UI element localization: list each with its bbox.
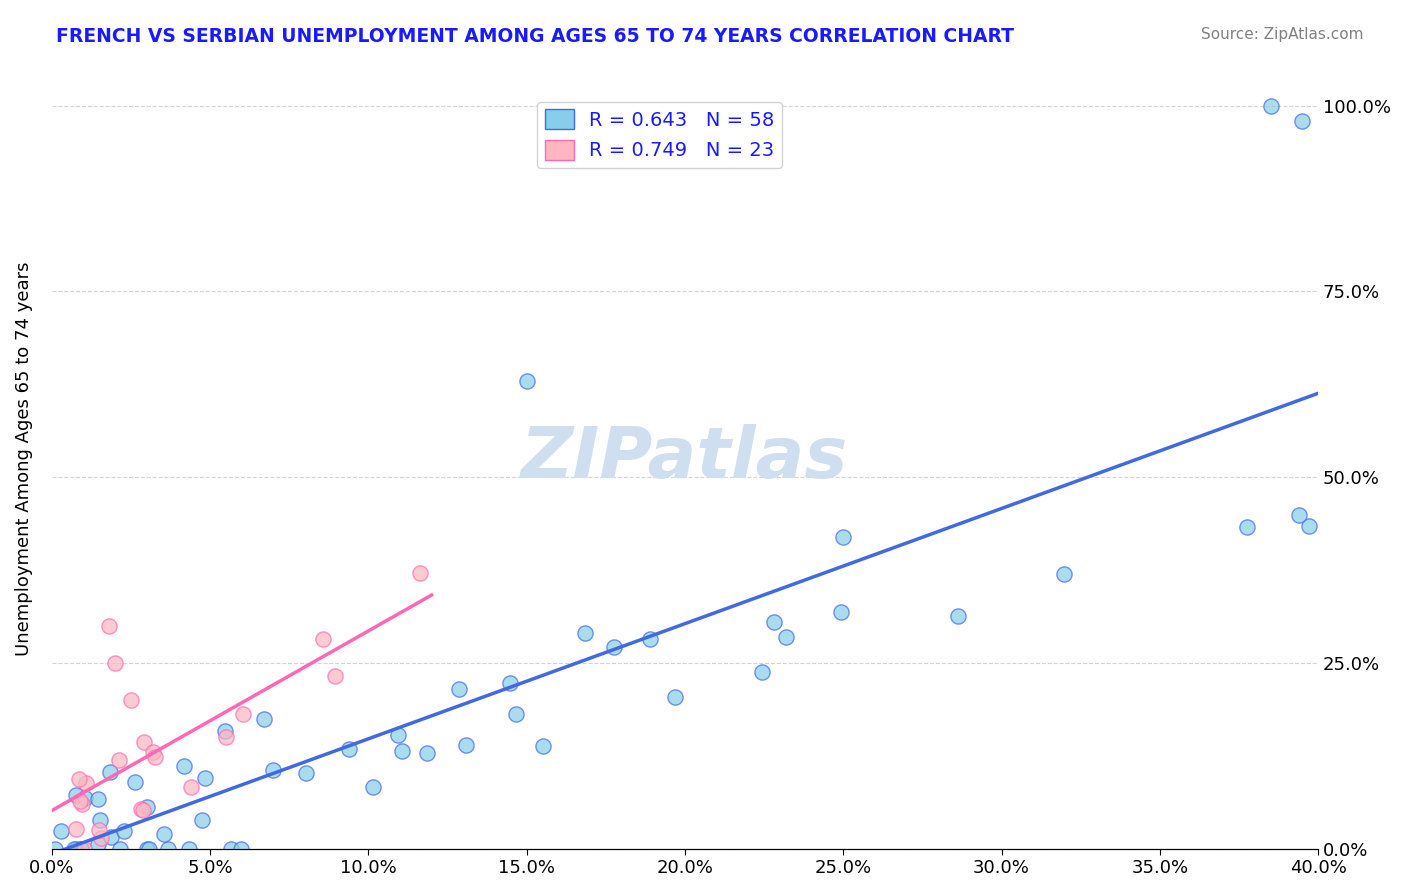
Point: [87, 837, 110, 851]
Point: [135, 800, 157, 814]
Y-axis label: Unemployment Among Ages 65 to 74 years: Unemployment Among Ages 65 to 74 years: [15, 261, 32, 656]
Point: [98, 764, 121, 779]
Point: [87, 792, 110, 806]
Point: [664, 690, 686, 704]
Point: [1236, 519, 1258, 533]
Point: [1291, 113, 1313, 128]
Point: [90, 830, 112, 845]
Point: [638, 632, 661, 647]
Point: [49, 823, 72, 838]
Point: [325, 669, 347, 683]
Point: [832, 530, 855, 544]
Point: [173, 758, 195, 772]
Point: [253, 712, 276, 726]
Point: [391, 744, 413, 758]
Point: [142, 745, 165, 759]
Point: [505, 706, 527, 721]
Point: [153, 827, 176, 841]
Point: [89, 814, 111, 828]
Point: [65, 841, 87, 855]
Point: [120, 693, 142, 707]
Point: [75, 790, 97, 805]
Point: [87, 822, 110, 837]
Point: [1288, 508, 1310, 522]
Point: [63, 841, 86, 855]
Point: [339, 742, 361, 756]
Point: [100, 830, 122, 844]
Point: [948, 608, 970, 623]
Point: [132, 804, 155, 818]
Point: [194, 771, 217, 785]
Point: [214, 724, 236, 739]
Point: [69, 841, 91, 855]
Point: [156, 841, 179, 855]
Point: [312, 632, 335, 646]
Point: [454, 739, 477, 753]
Point: [229, 841, 252, 855]
Point: [138, 841, 160, 855]
Point: [131, 801, 153, 815]
Point: [75, 775, 97, 789]
Point: [387, 728, 409, 742]
Point: [775, 631, 797, 645]
Point: [215, 730, 238, 744]
Point: [574, 625, 596, 640]
Text: ZIPatlas: ZIPatlas: [522, 424, 849, 493]
Point: [67, 772, 90, 786]
Point: [1052, 567, 1074, 582]
Point: [1298, 519, 1320, 533]
Point: [107, 754, 129, 768]
Point: [65, 788, 87, 802]
Point: [69, 841, 91, 855]
Point: [603, 640, 626, 654]
Point: [135, 841, 157, 855]
Point: [72, 797, 94, 811]
Point: [262, 763, 284, 777]
Point: [1260, 98, 1282, 112]
Point: [177, 841, 200, 855]
Point: [830, 605, 852, 619]
Point: [191, 813, 214, 827]
Point: [762, 615, 785, 630]
Point: [65, 822, 87, 837]
Point: [69, 794, 91, 808]
Text: FRENCH VS SERBIAN UNEMPLOYMENT AMONG AGES 65 TO 74 YEARS CORRELATION CHART: FRENCH VS SERBIAN UNEMPLOYMENT AMONG AGE…: [56, 27, 1014, 45]
Point: [104, 656, 127, 670]
Point: [409, 566, 432, 581]
Point: [132, 735, 155, 749]
Point: [112, 824, 135, 838]
Point: [44, 841, 66, 855]
Point: [447, 682, 470, 697]
Point: [73, 841, 96, 855]
Text: Source: ZipAtlas.com: Source: ZipAtlas.com: [1201, 27, 1364, 42]
Point: [361, 780, 384, 794]
Point: [499, 675, 522, 690]
Point: [143, 749, 166, 764]
Point: [180, 780, 202, 794]
Point: [531, 739, 554, 754]
Point: [751, 665, 773, 679]
Point: [232, 706, 254, 721]
Point: [219, 841, 242, 855]
Point: [124, 774, 146, 789]
Legend: R = 0.643   N = 58, R = 0.749   N = 23: R = 0.643 N = 58, R = 0.749 N = 23: [537, 102, 782, 168]
Point: [516, 374, 538, 388]
Point: [415, 746, 437, 760]
Point: [97, 618, 120, 632]
Point: [108, 841, 131, 855]
Point: [295, 765, 318, 780]
